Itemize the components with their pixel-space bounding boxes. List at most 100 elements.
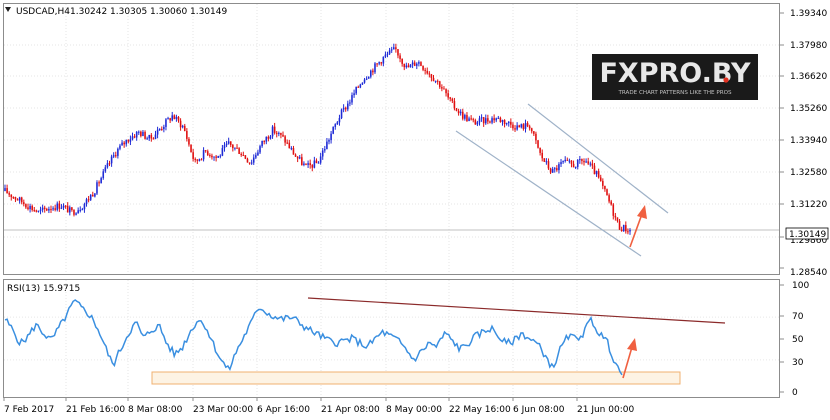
candle-body bbox=[263, 140, 265, 142]
time-tick: 21 Jun 00:00 bbox=[577, 405, 634, 415]
rsi-line bbox=[4, 299, 623, 376]
candle-body bbox=[286, 142, 288, 144]
candle-body bbox=[108, 163, 111, 165]
candle-body bbox=[514, 128, 516, 130]
candle-body bbox=[73, 210, 75, 215]
candle-body bbox=[501, 120, 504, 122]
candle-body bbox=[516, 125, 518, 130]
rsi-trendline-segment bbox=[307, 297, 726, 324]
candle-body bbox=[135, 131, 138, 138]
candle-body bbox=[629, 230, 631, 232]
candle-body bbox=[365, 78, 368, 80]
candle-body bbox=[411, 62, 414, 65]
candle-body bbox=[355, 86, 357, 94]
candle-body bbox=[430, 74, 433, 78]
candle-body bbox=[334, 124, 337, 127]
candle-body bbox=[177, 116, 180, 121]
price-tick: 1.28540 bbox=[790, 268, 827, 278]
candle-body bbox=[528, 126, 531, 129]
candle-body bbox=[491, 118, 493, 123]
candle-body bbox=[572, 163, 575, 168]
candle-body bbox=[16, 199, 19, 201]
candle-body bbox=[209, 155, 211, 157]
candle-body bbox=[123, 142, 125, 145]
candle-body bbox=[12, 197, 15, 199]
candle-body bbox=[576, 160, 579, 167]
candle-body bbox=[606, 189, 608, 196]
candle-body bbox=[238, 148, 240, 154]
candle-body bbox=[225, 143, 228, 146]
candle-body bbox=[424, 69, 426, 71]
candle-body bbox=[466, 115, 468, 122]
candle-body bbox=[252, 157, 255, 163]
price-tick: 1.36620 bbox=[790, 72, 827, 82]
candle-body bbox=[240, 153, 243, 156]
candle-body bbox=[367, 76, 370, 79]
watermark-brand: FXPRO.BY bbox=[599, 58, 751, 89]
candle-body bbox=[522, 124, 525, 129]
candle-body bbox=[459, 111, 462, 114]
candle-body bbox=[265, 136, 268, 142]
candle-body bbox=[39, 209, 42, 211]
candle-body bbox=[347, 103, 349, 110]
candle-body bbox=[10, 194, 13, 198]
candle-body bbox=[81, 209, 84, 211]
candle-body bbox=[445, 89, 447, 94]
candle-body bbox=[29, 205, 31, 210]
candle-body bbox=[119, 145, 121, 149]
candle-body bbox=[309, 163, 311, 166]
candle-body bbox=[349, 102, 351, 104]
candle-body bbox=[278, 132, 280, 134]
candle-body bbox=[183, 125, 186, 132]
candle-body bbox=[342, 107, 345, 110]
candle-body bbox=[200, 159, 203, 161]
time-tick: 22 May 16:00 bbox=[449, 405, 511, 415]
watermark-tagline: TRADE CHART PATTERNS LIKE THE PROS bbox=[617, 90, 732, 96]
price-tick: 1.31220 bbox=[790, 200, 827, 210]
candle-body bbox=[273, 126, 276, 133]
candle-body bbox=[541, 152, 544, 159]
candle-body bbox=[89, 194, 92, 200]
candle-body bbox=[206, 151, 209, 156]
candle-body bbox=[583, 160, 585, 163]
candle-body bbox=[156, 129, 159, 135]
candle-body bbox=[150, 134, 153, 139]
candle-body bbox=[110, 156, 113, 164]
candle-body bbox=[14, 197, 17, 200]
candle-body bbox=[96, 182, 98, 194]
candle-body bbox=[175, 116, 178, 119]
candle-body bbox=[227, 141, 230, 144]
main-chart-frame bbox=[3, 3, 780, 275]
candle-body bbox=[484, 118, 487, 124]
candle-body bbox=[489, 121, 491, 123]
candle-body bbox=[461, 111, 464, 119]
candle-body bbox=[232, 144, 234, 149]
candle-body bbox=[213, 156, 215, 158]
candle-body bbox=[426, 70, 429, 74]
candle-body bbox=[441, 87, 443, 89]
candle-body bbox=[18, 197, 21, 201]
candle-body bbox=[457, 110, 460, 114]
candle-body bbox=[6, 188, 8, 194]
collapse-triangle-icon[interactable] bbox=[5, 7, 11, 12]
candle-body bbox=[443, 88, 445, 90]
candle-body bbox=[497, 117, 500, 119]
candle-body bbox=[202, 150, 205, 160]
candle-body bbox=[305, 163, 307, 165]
main-grid bbox=[4, 4, 779, 274]
candle-body bbox=[397, 49, 399, 56]
candle-body bbox=[167, 118, 169, 120]
watermark-box bbox=[592, 54, 758, 100]
candle-body bbox=[133, 136, 136, 138]
candle-body bbox=[428, 73, 431, 75]
candle-body bbox=[418, 62, 420, 64]
candle-body bbox=[468, 118, 470, 122]
candle-body bbox=[453, 101, 456, 109]
candle-body bbox=[579, 159, 581, 161]
candle-body bbox=[248, 162, 251, 164]
candle-body bbox=[71, 207, 73, 211]
time-tick: 6 Jun 08:00 bbox=[513, 405, 565, 415]
candle-body bbox=[581, 159, 583, 161]
candle-body bbox=[556, 168, 558, 171]
candle-body bbox=[8, 193, 10, 195]
